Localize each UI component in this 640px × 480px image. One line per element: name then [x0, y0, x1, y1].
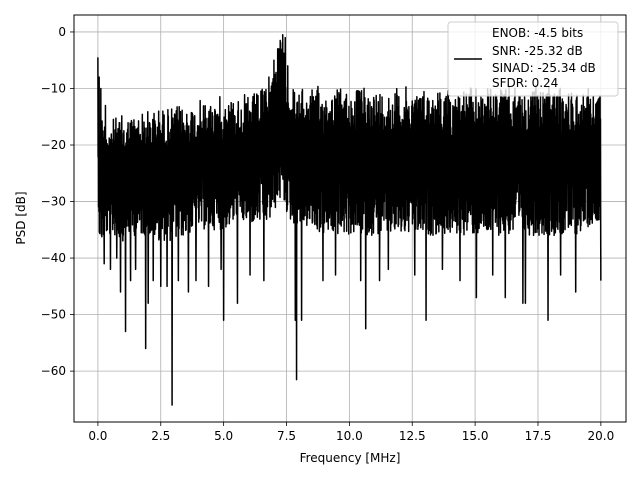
x-tick-label: 20.0: [587, 429, 614, 443]
x-tick-label: 10.0: [336, 429, 363, 443]
x-tick-label: 17.5: [525, 429, 552, 443]
y-tick-label: −30: [41, 195, 66, 209]
x-tick-label: 5.0: [214, 429, 233, 443]
x-tick-label: 12.5: [399, 429, 426, 443]
y-tick-label: −60: [41, 364, 66, 378]
y-tick-label: −40: [41, 251, 66, 265]
legend-box: [447, 21, 619, 97]
legend: ENOB: -4.5 bits SNR: -25.32 dB SINAD: -2…: [447, 21, 619, 97]
x-tick-label: 2.5: [151, 429, 170, 443]
y-tick-label: −50: [41, 308, 66, 322]
y-tick-label: −10: [41, 81, 66, 95]
y-axis-ticks: 0 −10 −20 −30 −40 −50 −60: [41, 25, 74, 378]
y-tick-label: 0: [58, 25, 66, 39]
x-axis-label: Frequency [MHz]: [300, 451, 401, 465]
plot-area: [97, 34, 602, 406]
legend-entry-sfdr: SFDR: 0.24: [492, 76, 558, 90]
axes-frame: [73, 14, 627, 423]
x-tick-label: 15.0: [462, 429, 489, 443]
legend-entry-sinad: SINAD: -25.34 dB: [492, 61, 596, 75]
x-axis-ticks: 0.0 2.5 5.0 7.5 10.0 12.5 15.0 17.5 20.0: [88, 422, 614, 443]
x-tick-label: 0.0: [88, 429, 107, 443]
legend-entry-snr: SNR: -25.32 dB: [492, 44, 583, 58]
legend-entry-enob: ENOB: -4.5 bits: [492, 26, 583, 40]
x-tick-label: 7.5: [277, 429, 296, 443]
y-tick-label: −20: [41, 138, 66, 152]
y-axis-label: PSD [dB]: [14, 191, 28, 244]
psd-series-line: [97, 34, 602, 406]
